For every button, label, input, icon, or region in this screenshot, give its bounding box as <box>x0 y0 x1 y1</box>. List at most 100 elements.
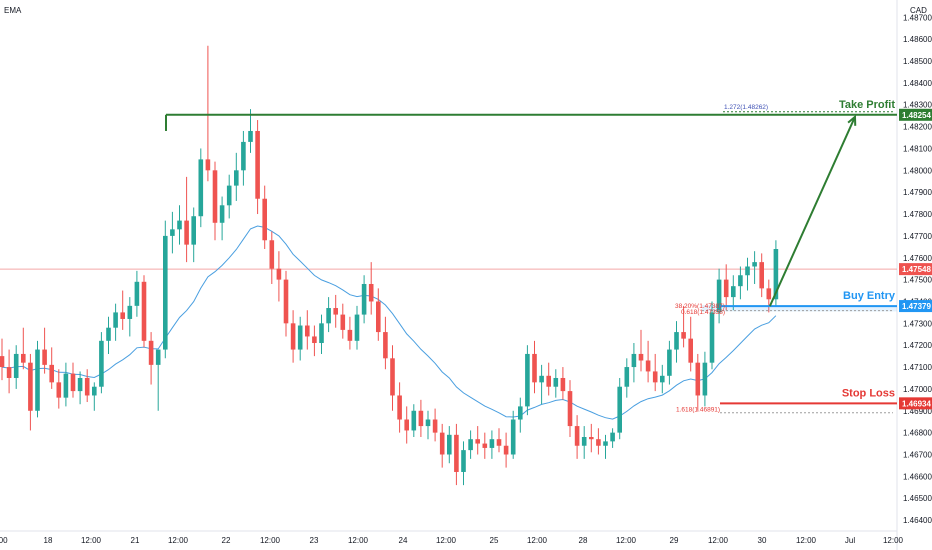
candle-body <box>35 349 40 411</box>
candle-body <box>674 332 679 350</box>
candle-body <box>695 362 701 396</box>
candle-body <box>589 437 594 440</box>
y-tick-label: 1.47600 <box>903 254 932 263</box>
candle-body <box>297 325 303 350</box>
y-tick-label: 1.48200 <box>903 123 932 132</box>
candle-body <box>255 130 260 199</box>
candle-body <box>383 332 388 359</box>
candle-body <box>709 312 715 363</box>
candle-body <box>702 362 708 396</box>
buy-entry-label: Buy Entry <box>843 290 896 302</box>
candle-body <box>155 349 161 365</box>
y-tick-label: 1.46400 <box>903 516 932 525</box>
x-tick-label: 30 <box>758 536 767 545</box>
y-tick-label: 1.47700 <box>903 232 932 241</box>
candle-body <box>63 373 69 398</box>
candle-body <box>766 288 772 300</box>
candle-body <box>205 159 211 171</box>
candle-body <box>312 336 317 344</box>
y-tick-label: 1.48500 <box>903 57 932 66</box>
candle-body <box>624 367 630 387</box>
y-tick-label: 1.46600 <box>903 472 932 481</box>
take-profit-label: Take Profit <box>839 99 895 111</box>
candle-body <box>42 349 47 365</box>
x-tick-label: 28 <box>579 536 588 545</box>
candle-body <box>347 329 353 341</box>
candle-body <box>475 439 480 444</box>
candle-body <box>184 220 189 245</box>
x-tick-label: 12:00 <box>81 536 102 545</box>
candle-body <box>361 283 367 315</box>
current-price-tag-text: 1.47548 <box>902 265 931 274</box>
take-profit-tag-text: 1.48254 <box>902 111 931 120</box>
candle-body <box>170 229 175 236</box>
take-profit-fib-label: 1.272(1.48262) <box>724 104 768 111</box>
candle-body <box>141 281 147 341</box>
x-tick-label: 23 <box>310 536 319 545</box>
candle-body <box>652 371 658 383</box>
candle-body <box>731 286 736 298</box>
candle-body <box>163 235 168 350</box>
candle-body <box>482 443 488 448</box>
candle-body <box>269 240 275 269</box>
candle-body <box>418 410 424 427</box>
candle-body <box>603 441 608 446</box>
candle-body <box>376 301 381 333</box>
y-tick-label: 1.46900 <box>903 407 932 416</box>
candle-body <box>723 279 729 298</box>
candle-body <box>248 130 253 142</box>
candle-body <box>28 362 33 411</box>
candle-body <box>127 305 133 319</box>
candle-body <box>525 353 530 407</box>
candle-body <box>610 432 615 442</box>
candle-body <box>13 353 19 378</box>
ema-line <box>1 225 777 420</box>
x-tick-label: 12:00 <box>527 536 548 545</box>
x-tick-label: 18 <box>44 536 53 545</box>
y-tick-label: 1.46500 <box>903 494 932 503</box>
y-tick-label: 1.46700 <box>903 450 932 459</box>
candle-body <box>567 391 573 427</box>
candle-body <box>447 434 452 455</box>
candle-body <box>539 375 544 383</box>
x-tick-label: 24 <box>399 536 408 545</box>
y-tick-label: 1.47300 <box>903 319 932 328</box>
candle-body <box>120 312 125 319</box>
candle-body <box>773 249 779 300</box>
candle-body <box>212 170 218 223</box>
candle-body <box>326 308 331 324</box>
x-tick-label: 21 <box>131 536 140 545</box>
take-profit-tag <box>899 108 932 121</box>
stop-loss-tag <box>899 397 932 410</box>
candle-body <box>461 450 466 472</box>
projection-arrow <box>768 116 856 307</box>
candle-body <box>56 382 62 398</box>
candle-body <box>404 419 409 431</box>
projection-arrowhead <box>847 114 857 126</box>
candle-body <box>148 340 154 365</box>
candle-body <box>219 205 225 223</box>
candle-body <box>432 419 438 433</box>
candle-body <box>745 266 750 276</box>
candle-body <box>276 268 282 280</box>
candle-body <box>0 356 5 368</box>
buy-entry-fib-label-1: 38.20%(1.47387) <box>675 303 725 310</box>
buy-entry-tag <box>899 300 932 313</box>
candle-body <box>262 198 267 241</box>
candle-body <box>354 314 360 341</box>
candle-body <box>241 141 246 171</box>
candle-body <box>6 367 12 378</box>
candle-body <box>390 358 395 396</box>
y-tick-label: 1.47000 <box>903 385 932 394</box>
candle-body <box>617 386 622 433</box>
candle-body <box>667 349 672 376</box>
y-tick-label: 1.48300 <box>903 101 932 110</box>
candle-body <box>411 410 417 431</box>
y-tick-label: 1.47900 <box>903 188 932 197</box>
y-tick-label: 1.47500 <box>903 276 932 285</box>
candle-body <box>631 353 637 368</box>
x-tick-label: 12:00 <box>796 536 817 545</box>
stop-loss-fib-label: 1.618(1.46891) <box>676 407 720 414</box>
y-tick-label: 1.48000 <box>903 166 932 175</box>
